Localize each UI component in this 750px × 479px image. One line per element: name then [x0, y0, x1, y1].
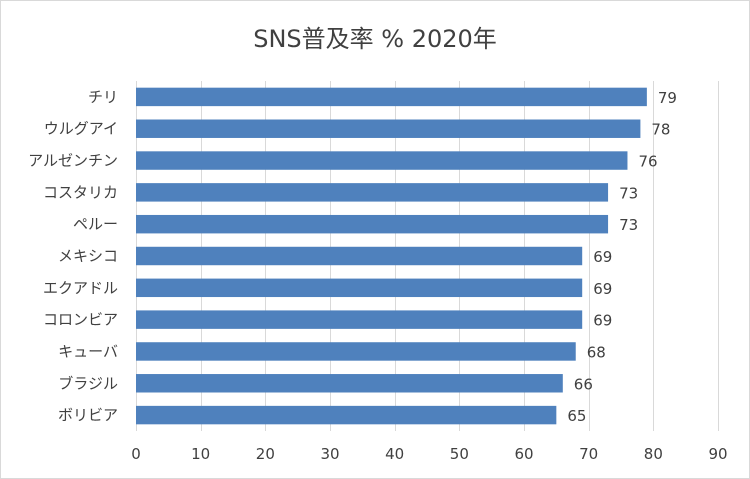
- data-label: 78: [651, 121, 670, 139]
- bar: [136, 342, 576, 361]
- category-label: コスタリカ: [43, 183, 118, 201]
- category-label: ペルー: [73, 215, 118, 233]
- x-tick-label: 70: [579, 445, 598, 463]
- x-tick-label: 30: [320, 445, 339, 463]
- bar: [136, 183, 609, 202]
- bar: [136, 278, 583, 298]
- category-label: キューバ: [58, 342, 118, 360]
- data-label: 76: [638, 153, 657, 171]
- data-label: 69: [593, 248, 612, 266]
- bar: [136, 119, 641, 138]
- data-label: 73: [619, 216, 638, 234]
- category-label: ボリビア: [58, 406, 118, 424]
- data-label: 69: [593, 312, 612, 330]
- bar: [136, 310, 583, 329]
- data-label: 65: [567, 407, 586, 425]
- data-label: 68: [587, 343, 606, 361]
- bar: [136, 214, 609, 234]
- category-label: ウルグアイ: [44, 120, 118, 138]
- category-label: コロンビア: [43, 311, 118, 329]
- bar: [136, 87, 647, 107]
- x-tick-label: 10: [191, 445, 210, 463]
- bar: [136, 405, 557, 425]
- x-tick-label: 90: [708, 445, 727, 463]
- category-label: ブラジル: [58, 374, 118, 392]
- data-label: 66: [574, 375, 593, 393]
- data-label: 79: [658, 89, 677, 107]
- x-tick-label: 40: [385, 445, 404, 463]
- bar: [136, 151, 628, 170]
- data-label: 73: [619, 184, 638, 202]
- data-label: 69: [593, 280, 612, 298]
- category-label: メキシコ: [58, 247, 118, 265]
- category-label: アルゼンチン: [28, 152, 118, 170]
- x-tick-label: 80: [644, 445, 663, 463]
- chart-title: SNS普及率 % 2020年: [253, 25, 497, 53]
- x-tick-label: 0: [131, 445, 141, 463]
- bar: [136, 246, 583, 266]
- category-label: チリ: [88, 88, 118, 106]
- x-tick-label: 50: [450, 445, 469, 463]
- bar: [136, 374, 563, 393]
- category-label: エクアドル: [43, 279, 118, 297]
- x-tick-label: 60: [514, 445, 533, 463]
- x-tick-label: 20: [256, 445, 275, 463]
